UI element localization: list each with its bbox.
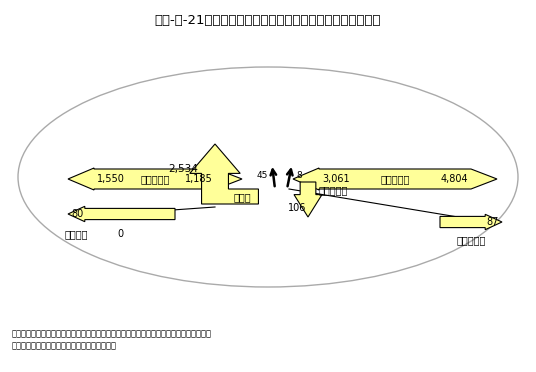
Text: 北アメリカ: 北アメリカ [381, 174, 410, 184]
Text: 8: 8 [296, 171, 302, 180]
Text: 2,534: 2,534 [169, 164, 198, 174]
Text: 87: 87 [487, 217, 499, 227]
Text: 注）南アメリカからの技術輸入金額は、契約件数が４件以下のため、数値を伏せている。: 注）南アメリカからの技術輸入金額は、契約件数が４件以下のため、数値を伏せている。 [12, 330, 212, 339]
Text: 1,550: 1,550 [97, 174, 125, 184]
Text: 106: 106 [288, 203, 306, 213]
Text: 0: 0 [117, 229, 123, 239]
Text: 1,185: 1,185 [185, 174, 213, 184]
Text: アジア: アジア [234, 192, 251, 202]
Text: 45: 45 [257, 171, 268, 180]
Ellipse shape [18, 67, 518, 287]
Polygon shape [293, 168, 497, 190]
Text: 80: 80 [71, 209, 83, 219]
Text: 資料：総務庁統計局「科学技術研究調査報告」: 資料：総務庁統計局「科学技術研究調査報告」 [12, 341, 117, 350]
Text: 南アメリカ: 南アメリカ [456, 235, 486, 245]
Text: 3,061: 3,061 [322, 174, 349, 184]
Polygon shape [68, 168, 242, 190]
Text: 4,804: 4,804 [441, 174, 468, 184]
Text: オセアニア: オセアニア [318, 185, 348, 195]
Polygon shape [190, 144, 258, 204]
Text: アフリカ: アフリカ [65, 229, 88, 239]
Polygon shape [294, 182, 322, 217]
Polygon shape [68, 206, 175, 222]
Polygon shape [440, 214, 502, 230]
Text: 第２-３-21図　我が国の地域別技術貿易額（平成１０年度）: 第２-３-21図 我が国の地域別技術貿易額（平成１０年度） [155, 13, 381, 26]
Text: ヨーロッパ: ヨーロッパ [140, 174, 170, 184]
